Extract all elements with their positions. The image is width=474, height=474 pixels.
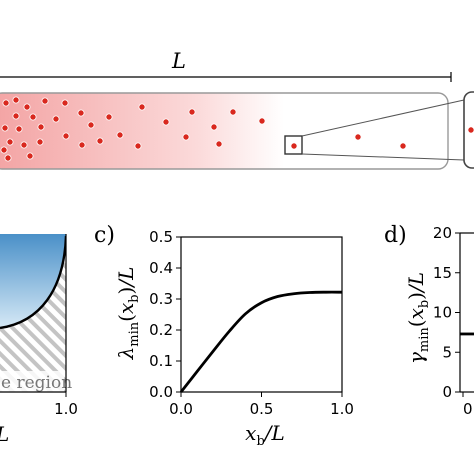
particle-dot [15,125,23,133]
panel-b-region-label: e region [1,373,72,393]
particle-dot [0,146,8,154]
y-tick-label: 0.2 [149,321,173,339]
particle-dot [399,142,407,150]
y-tick-label: 0.4 [149,259,173,277]
blue-region [0,234,66,328]
particle-dot [12,96,20,104]
particle-dot [20,141,28,149]
particle-dot [229,108,237,116]
particle-dot [116,131,124,139]
length-label: L [171,49,186,73]
zoom-box [284,135,303,155]
y-tick-label: 10 [433,304,452,322]
particle-dot [6,138,14,146]
particle-dot [4,154,12,162]
particle-dots [0,96,474,162]
tube-diagram: L [0,49,474,170]
panel-d-y-axis-label: γmin(xb)/L [404,272,432,364]
y-tick-label: 0.1 [149,352,173,370]
particle-dot [162,118,170,126]
panel-b-region-label-bg [0,371,64,392]
panel-d-axes: 0 5 10 15 20 0.0 [433,224,474,418]
panel-d-label: d) [384,223,407,248]
tube [0,92,449,170]
particle-dot [36,138,44,146]
zoom-line-top [301,99,465,137]
panel-c-y-axis-label: λmin(xb)/L [114,267,142,361]
particle-dot [23,103,31,111]
panel-c-frame [180,236,343,393]
boundary-curve [0,235,66,330]
panel-d-fragment: d) γmin(xb)/L 0 5 10 15 20 0.0 [384,223,474,418]
panel-b-x-axis-fragment: L [0,422,9,446]
particle-dot [41,97,49,105]
particle-dot [26,152,34,160]
particle-dot [78,141,86,149]
panel-b-x-tick-label: 1.0 [54,400,78,418]
particle-dot [215,140,223,148]
particle-dot [210,123,218,131]
panel-c-series [179,290,343,393]
particle-dot [105,113,113,121]
x-tick-label: 0.5 [250,400,274,418]
y-tick-label: 0.3 [149,290,173,308]
panel-c-label: c) [94,223,115,248]
particle-dot [134,142,142,150]
particle-dot [467,126,474,134]
particle-dot [77,109,85,117]
particle-dot [258,117,266,125]
panel-b-fragment: e region 1.0 L [0,234,78,446]
particle-dot [96,137,104,145]
lambda-min-curve [179,290,343,393]
particle-dot [52,115,60,123]
particle-dot [29,113,37,121]
particle-dot [2,99,10,107]
particle-dot [188,108,196,116]
y-tick-label: 0.0 [149,383,173,401]
particle-dot [182,133,190,141]
panel-c-axes: 0.0 0.5 1.0 0.0 0.1 0.2 0.3 0.4 0.5 [149,228,354,418]
particle-dot [1,124,9,132]
y-tick-label: 20 [433,224,452,242]
particle-dot [61,99,69,107]
particle-dot [12,112,20,120]
zoom-line-bottom [301,153,465,161]
y-tick-label: 15 [433,264,452,282]
particle-dot [37,123,45,131]
particle-dot [138,103,146,111]
y-tick-label: 0.5 [149,228,173,246]
particle-dot [290,142,298,150]
x-tick-label: 1.0 [330,400,354,418]
x-tick-label: 0.0 [169,400,193,418]
particle-dot [87,121,95,129]
y-tick-label: 0 [442,383,452,401]
panel-c-x-axis-label: xb/L [245,421,285,449]
particle-dot [62,132,70,140]
x-tick-label: 0.0 [463,400,474,418]
y-tick-label: 5 [442,343,452,361]
particle-dot [354,133,362,141]
panel-c: c) λmin(xb)/L xb/L 0.0 0.5 1.0 0.0 0.1 0.2 0.3… [94,223,354,449]
